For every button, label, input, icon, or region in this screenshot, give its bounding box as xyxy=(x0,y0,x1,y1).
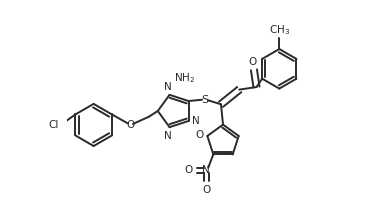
Text: N: N xyxy=(165,82,172,92)
Text: O: O xyxy=(196,131,204,141)
Text: N: N xyxy=(203,165,210,175)
Text: S: S xyxy=(201,95,209,105)
Text: O: O xyxy=(249,57,257,67)
Text: NH$_2$: NH$_2$ xyxy=(174,71,195,85)
Text: O: O xyxy=(202,185,211,195)
Text: N: N xyxy=(164,131,171,141)
Text: N: N xyxy=(192,116,200,126)
Text: Cl: Cl xyxy=(48,120,59,130)
Text: CH$_3$: CH$_3$ xyxy=(269,23,290,37)
Text: O: O xyxy=(126,120,135,130)
Text: O: O xyxy=(185,165,193,175)
